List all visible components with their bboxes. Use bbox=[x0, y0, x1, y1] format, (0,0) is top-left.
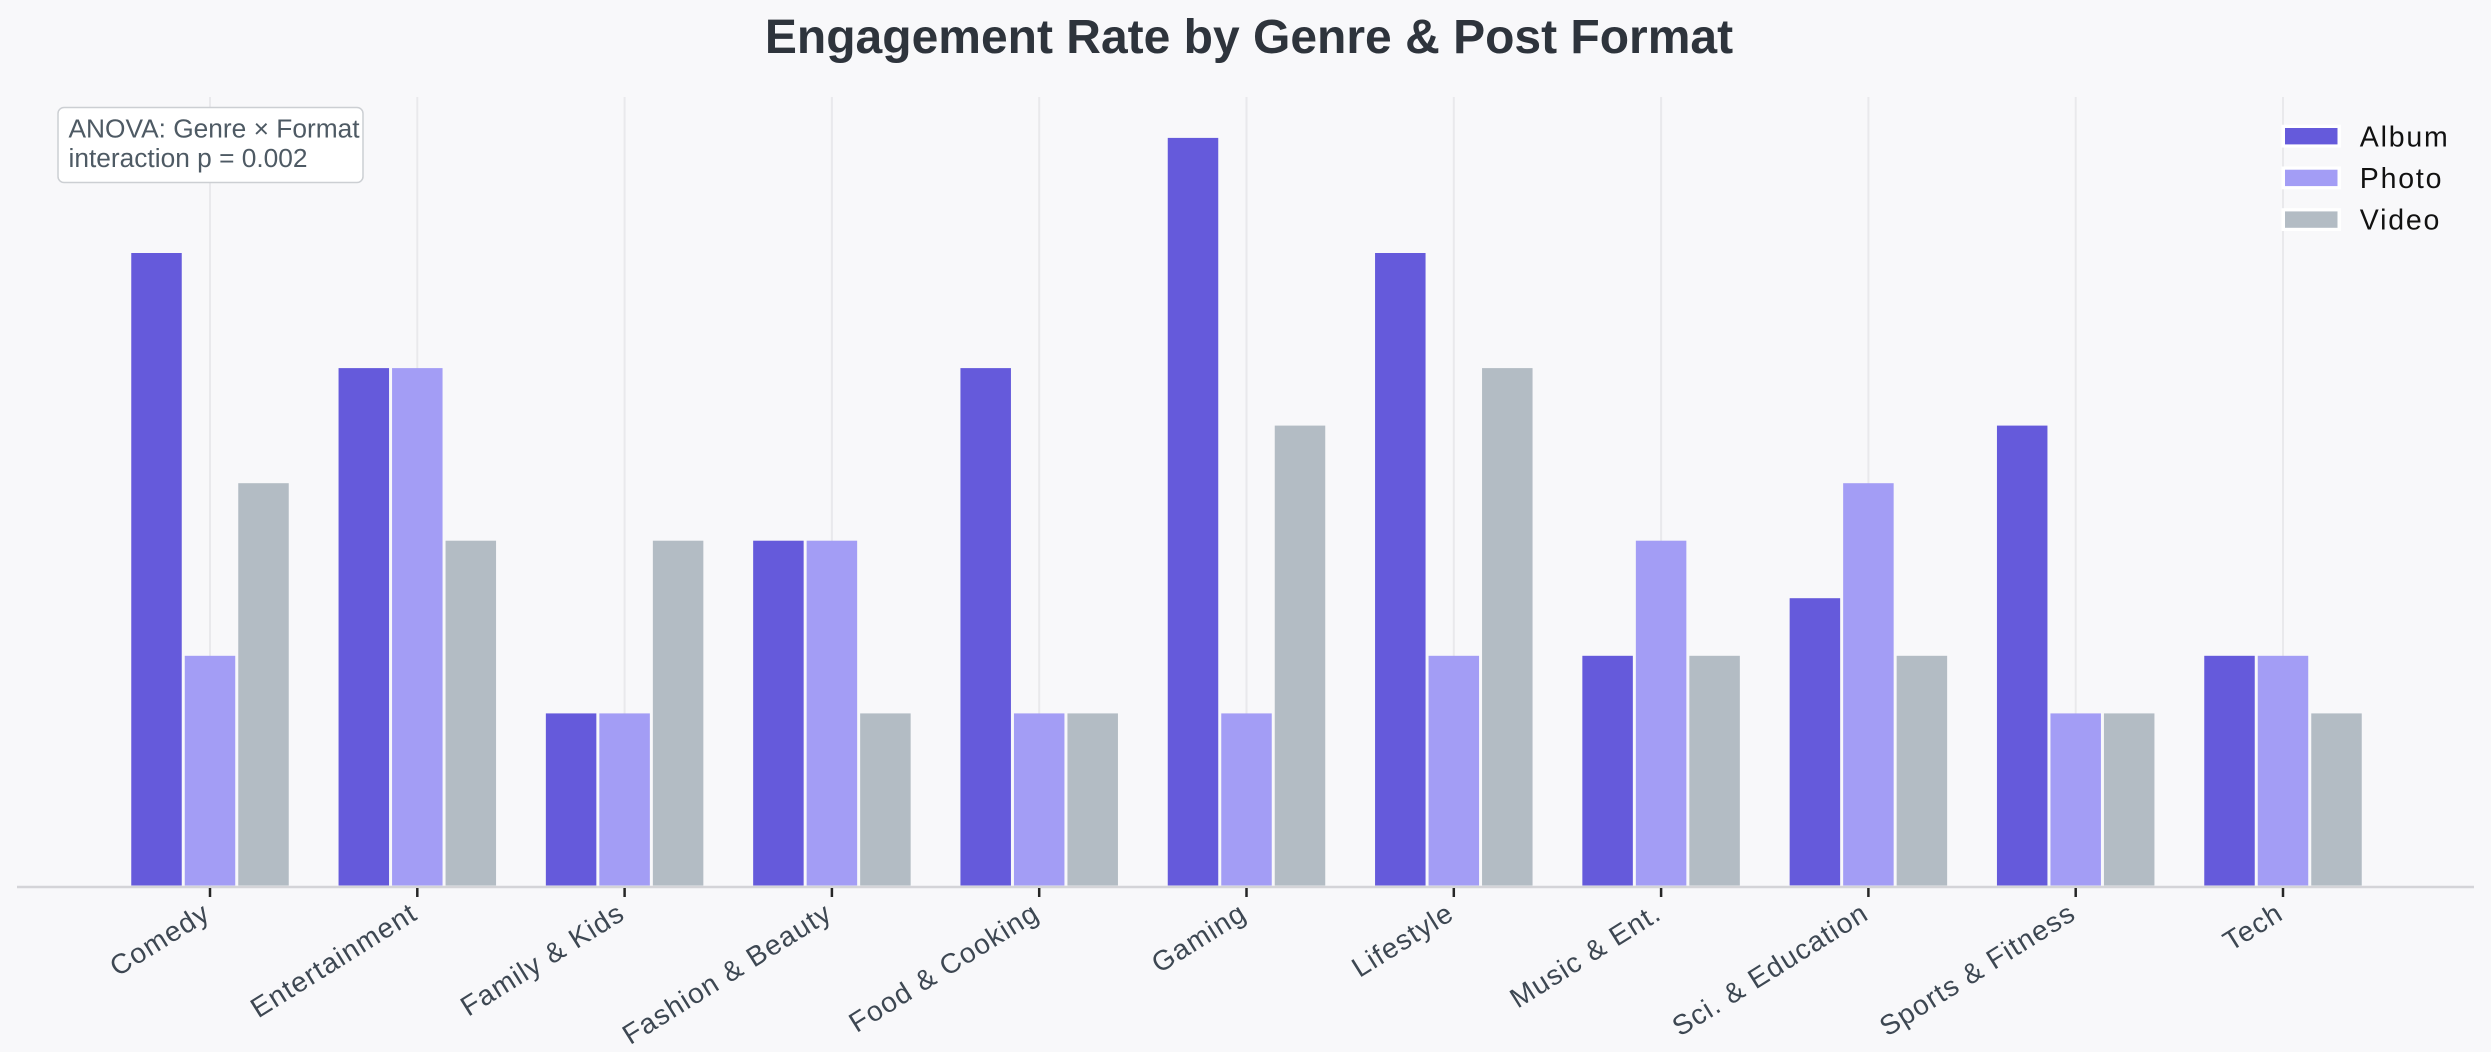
svg-text:Engagement Rate by Genre & Pos: Engagement Rate by Genre & Post Format bbox=[765, 11, 1733, 64]
svg-text:ANOVA: Genre × Format: ANOVA: Genre × Format bbox=[69, 113, 361, 143]
svg-text:Photo: Photo bbox=[2360, 163, 2443, 195]
svg-text:Video: Video bbox=[2360, 205, 2441, 237]
svg-text:interaction p = 0.002: interaction p = 0.002 bbox=[69, 143, 308, 173]
svg-text:Album: Album bbox=[2360, 121, 2450, 153]
